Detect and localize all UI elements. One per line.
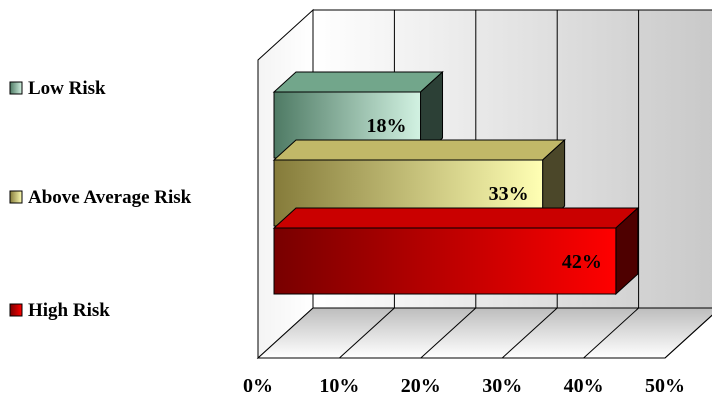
data-label: 18% [367,115,407,137]
floor [256,307,712,359]
bar-top-face [272,139,566,161]
legend-label: Low Risk [28,78,106,99]
legend: Low Risk Above Average Risk High Risk [9,78,192,321]
x-tick-label: 0% [243,375,273,397]
gridline-floor [664,314,712,359]
data-label: 42% [562,251,602,273]
legend-item-high-risk: High Risk [9,300,110,321]
gridline-floor [583,307,639,359]
gridline-floor [339,307,395,359]
bar-top-face [272,71,444,93]
legend-label: Above Average Risk [28,187,192,208]
legend-item-low-risk: Low Risk [9,78,106,99]
bar-top-face [272,207,640,229]
legend-swatch [9,303,23,317]
legend-item-above-average-risk: Above Average Risk [9,187,192,208]
x-tick-labels: 0% 10% 20% 30% 40% 50% [243,375,685,397]
gridline-floor [501,307,558,359]
x-tick-label: 10% [319,375,359,397]
bars: 18% 33% 42% [272,70,640,296]
x-tick-label: 40% [564,375,604,397]
legend-swatch [9,190,23,204]
x-tick-label: 30% [482,375,522,397]
x-tick-label: 50% [645,375,685,397]
data-label: 33% [489,183,529,205]
gridline-floor [420,307,477,359]
legend-label: High Risk [28,300,110,321]
bar-front-face [273,227,617,295]
legend-swatch [9,81,23,95]
bar-high-risk: 42% [272,206,640,296]
x-tick-label: 20% [401,375,441,397]
